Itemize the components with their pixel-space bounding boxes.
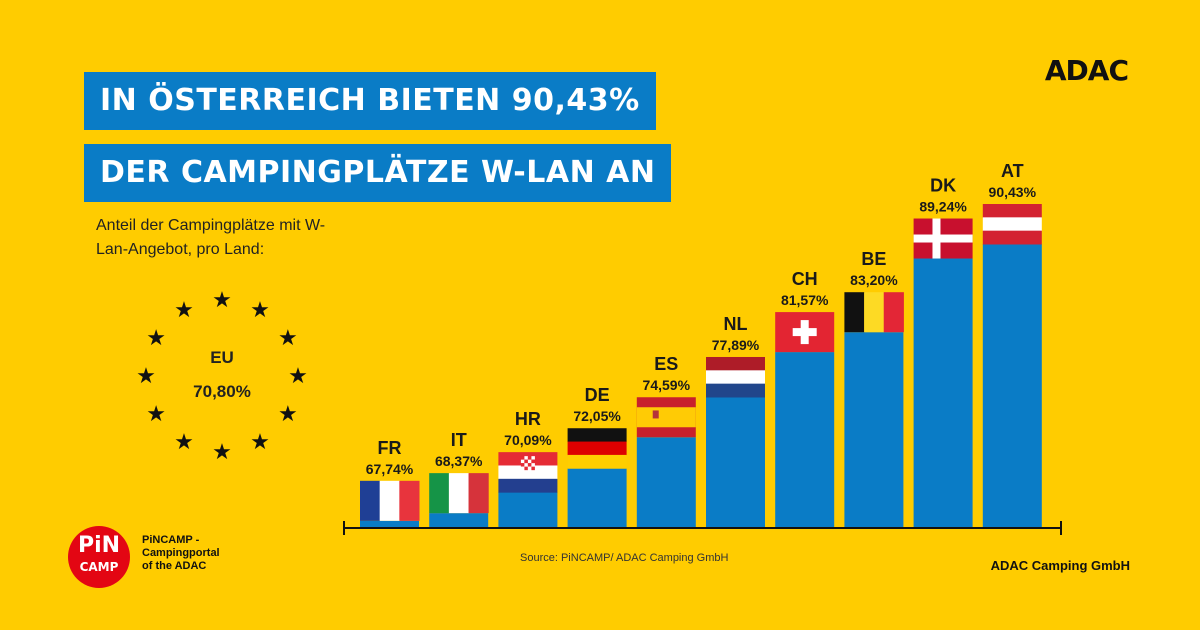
category-label: IT xyxy=(451,430,467,450)
category-label: BE xyxy=(861,249,886,269)
logo-text-bottom: CAMP xyxy=(79,560,119,574)
category-label: DK xyxy=(930,176,956,196)
headline-line-1: IN ÖSTERREICH BIETEN 90,43% xyxy=(84,72,656,130)
bar xyxy=(498,492,558,528)
bar xyxy=(913,258,973,528)
eu-stars-ring: ★ ★ ★ ★ ★ ★ ★ ★ ★ ★ ★ ★ xyxy=(134,288,310,464)
bar xyxy=(360,520,419,528)
value-label: 68,37% xyxy=(435,453,483,469)
category-label: DE xyxy=(585,385,610,405)
flag-ch-icon xyxy=(775,312,835,353)
category-label: HR xyxy=(515,409,541,429)
flag-at-icon xyxy=(982,204,1042,245)
bar xyxy=(567,468,627,528)
category-label: AT xyxy=(1001,161,1024,181)
value-label: 81,57% xyxy=(781,292,829,308)
flag-it-icon xyxy=(429,473,489,514)
eu-star-icon: ★ xyxy=(146,325,167,350)
flag-hr-icon xyxy=(498,452,558,493)
eu-star-icon: ★ xyxy=(277,401,298,426)
eu-star-icon: ★ xyxy=(250,428,270,454)
eu-star-icon: ★ xyxy=(212,439,232,464)
flag-be-icon xyxy=(844,292,904,333)
value-label: 70,09% xyxy=(504,432,552,448)
headline-line-2: DER CAMPINGPLÄTZE W-LAN AN xyxy=(84,144,672,202)
value-label: 67,74% xyxy=(366,461,414,477)
eu-star-icon: ★ xyxy=(174,297,194,323)
source-note: Source: PiNCAMP/ ADAC Camping GmbH xyxy=(520,552,729,564)
eu-star-icon: ★ xyxy=(136,363,156,388)
footer-company: ADAC Camping GmbH xyxy=(990,558,1130,573)
eu-name: EU xyxy=(210,348,234,367)
eu-value: 70,80% xyxy=(193,382,251,401)
value-label: 83,20% xyxy=(850,272,898,288)
logo-caption-line: of the ADAC xyxy=(142,560,207,572)
value-label: 90,43% xyxy=(989,184,1037,200)
category-label: CH xyxy=(792,269,818,289)
eu-star-icon: ★ xyxy=(277,325,298,350)
eu-star-icon: ★ xyxy=(288,363,308,388)
flag-nl-icon xyxy=(706,356,765,398)
bar xyxy=(636,437,696,528)
logo-caption-line: PiNCAMP - xyxy=(142,534,200,546)
flag-de-icon xyxy=(567,428,627,469)
bar xyxy=(429,513,489,528)
category-label: ES xyxy=(654,354,678,374)
category-label: FR xyxy=(378,438,402,458)
flag-es-icon xyxy=(636,397,696,438)
eu-star-icon: ★ xyxy=(146,401,167,426)
logo-text-top: PiN xyxy=(77,533,121,558)
eu-star-icon: ★ xyxy=(174,428,194,454)
flag-dk-icon xyxy=(913,218,973,259)
value-label: 89,24% xyxy=(919,199,967,215)
bar xyxy=(982,244,1042,528)
eu-star-icon: ★ xyxy=(250,297,270,323)
value-label: 74,59% xyxy=(643,377,691,393)
value-label: 72,05% xyxy=(573,408,621,424)
adac-logo: ADAC xyxy=(1044,54,1129,87)
bar xyxy=(775,352,835,528)
category-label: NL xyxy=(724,314,748,334)
pincamp-logo[interactable]: PiN CAMP xyxy=(68,526,130,588)
flag-fr-icon xyxy=(360,480,420,521)
value-label: 77,89% xyxy=(712,337,760,353)
logo-caption-line: Campingportal xyxy=(142,547,220,559)
bar xyxy=(844,332,904,528)
eu-star-icon: ★ xyxy=(212,287,232,312)
chart-subtitle: Anteil der Campingplätze mit W-Lan-Angeb… xyxy=(96,217,326,258)
logo-caption: PiNCAMP - Campingportal of the ADAC xyxy=(142,534,262,573)
bar xyxy=(706,396,765,528)
